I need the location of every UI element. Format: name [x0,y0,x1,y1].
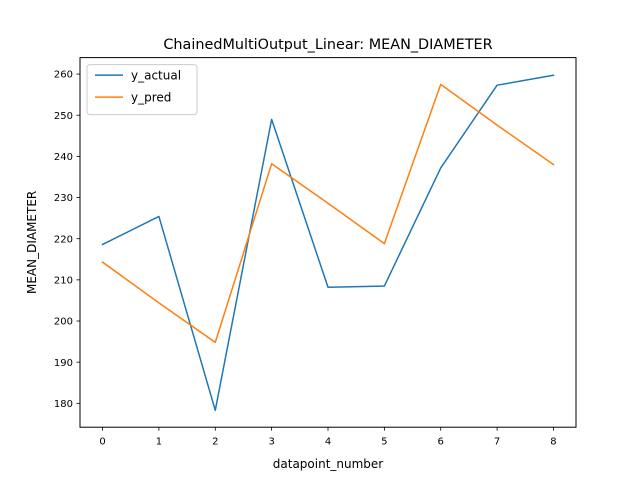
legend: y_actual y_pred [86,64,198,116]
y-tick-label: 190 [54,358,73,369]
x-axis: 0 1 2 3 4 5 6 7 8 [99,427,557,448]
y-tick-label: 250 [54,111,73,122]
legend-box [86,64,198,116]
x-tick-label: 0 [99,437,105,448]
x-tick-label: 5 [381,437,387,448]
y-tick-label: 220 [54,234,73,245]
y-axis-label: MEAN_DIAMETER [25,191,39,294]
series-line-y-pred [101,83,555,344]
x-tick-label: 2 [212,437,218,448]
y-tick-label: 200 [54,317,73,328]
x-tick-label: 7 [494,437,500,448]
y-axis: 180 190 200 210 220 230 240 250 260 [54,70,80,410]
x-axis-label: datapoint_number [273,457,384,471]
x-tick-label: 8 [550,437,556,448]
series-line-y-actual [101,74,555,412]
y-tick-label: 210 [54,275,73,286]
legend-label: y_actual [131,69,181,83]
y-tick-label: 260 [54,70,73,81]
series-layer [101,74,555,412]
y-tick-label: 180 [54,399,73,410]
y-tick-label: 240 [54,152,73,163]
x-tick-label: 3 [268,437,274,448]
x-tick-label: 4 [325,437,331,448]
x-tick-label: 6 [438,437,444,448]
y-tick-label: 230 [54,193,73,204]
x-tick-label: 1 [156,437,162,448]
chart-title: ChainedMultiOutput_Linear: MEAN_DIAMETER [163,37,492,53]
legend-label: y_pred [131,91,171,105]
